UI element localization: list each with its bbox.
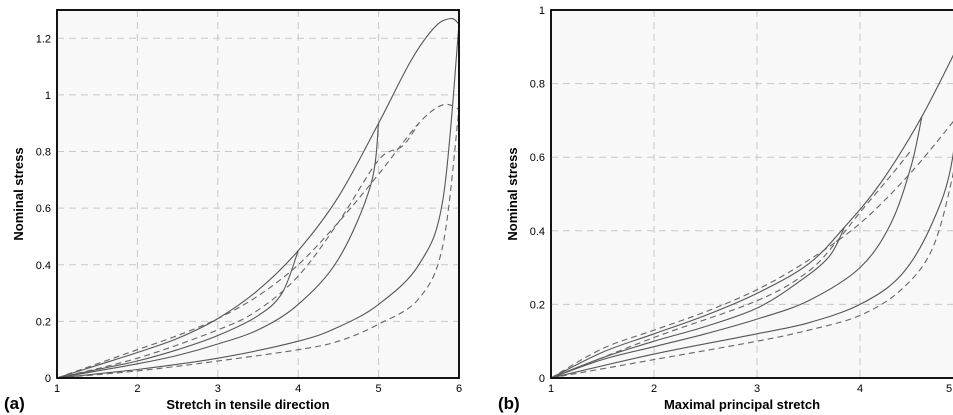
series-line-dashed — [57, 103, 459, 378]
y-tick-label: 0.6 — [36, 203, 51, 215]
y-tick-label: 0.4 — [36, 260, 51, 272]
series-line-dashed — [551, 120, 953, 378]
series-line-solid — [57, 123, 380, 378]
x-tick-label: 5 — [946, 383, 952, 395]
grid — [551, 10, 953, 378]
series-line-solid — [551, 151, 953, 378]
chart-panel-a: 1 2 3 4 5 6 0 0.2 0.4 0.6 0.8 1 1.2 Stretch in tensil… — [4, 9, 462, 413]
plot-area — [56, 9, 460, 379]
series-line-dashed — [57, 122, 420, 378]
x-tick-label: 3 — [215, 383, 221, 395]
y-tick-label: 0.2 — [530, 299, 545, 311]
x-tick-label: 5 — [376, 383, 382, 395]
panel-label: (a) — [4, 394, 25, 413]
x-tick-label: 4 — [295, 383, 301, 395]
y-tick-label: 1 — [539, 5, 545, 17]
chart-panel-b: 1 2 3 4 5 0 0.2 0.4 0.6 0.8 1 Maximal principal str… — [498, 5, 953, 413]
plot-border — [550, 9, 953, 379]
series-line-solid — [57, 250, 299, 378]
plot-border — [56, 9, 460, 379]
series-line-dashed — [551, 149, 912, 378]
panel-label: (b) — [498, 394, 520, 413]
x-axis-label: Stretch in tensile direction — [166, 397, 329, 412]
x-tick-label: 1 — [54, 383, 60, 395]
x-tick-label: 4 — [857, 383, 863, 395]
grid — [57, 10, 459, 378]
y-tick-label: 0.8 — [36, 147, 51, 159]
y-axis-label: Nominal stress — [11, 147, 26, 240]
series-group — [57, 17, 459, 378]
series-line-solid — [551, 116, 923, 378]
y-tick-label: 0 — [45, 373, 51, 385]
x-tick-label: 2 — [134, 383, 140, 395]
series-line-solid — [551, 54, 953, 378]
y-tick-label: 0.8 — [530, 79, 545, 91]
x-tick-label: 6 — [456, 383, 462, 395]
x-tick-label: 3 — [754, 383, 760, 395]
y-tick-label: 0.6 — [530, 152, 545, 164]
plot-area — [550, 9, 953, 379]
y-tick-label: 0.4 — [530, 226, 545, 238]
series-line-dashed — [57, 109, 459, 378]
x-axis-label: Maximal principal stretch — [664, 397, 820, 412]
x-tick-label: 1 — [548, 383, 554, 395]
y-tick-label: 0 — [539, 373, 545, 385]
series-group — [551, 54, 953, 378]
series-line-solid — [57, 24, 459, 378]
series-line-dashed — [551, 171, 953, 378]
y-tick-label: 0.2 — [36, 316, 51, 328]
y-tick-label: 1.2 — [36, 33, 51, 45]
x-tick-label: 2 — [651, 383, 657, 395]
series-line-solid — [57, 17, 459, 378]
y-tick-label: 1 — [45, 90, 51, 102]
y-axis-label: Nominal stress — [505, 147, 520, 240]
